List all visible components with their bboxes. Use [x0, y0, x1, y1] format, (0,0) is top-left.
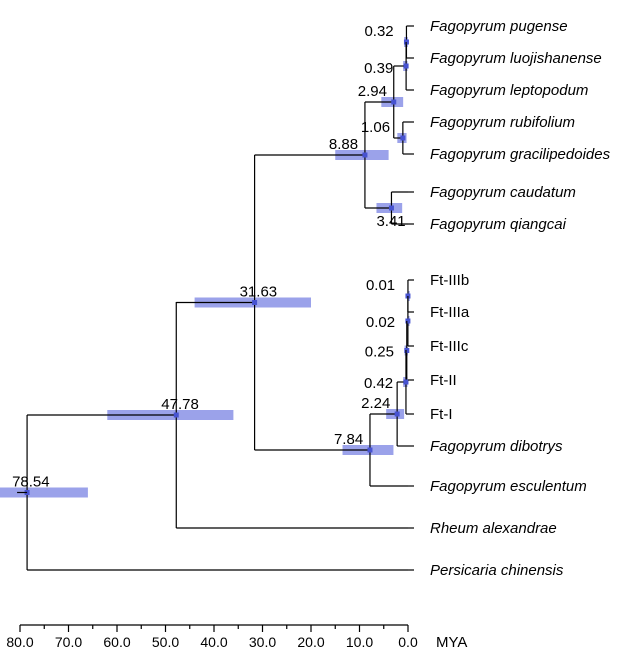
- axis-title: MYA: [436, 634, 467, 651]
- node-age-label: 0.01: [366, 277, 395, 294]
- axis-tick-label: 50.0: [152, 634, 179, 650]
- node-marker: [252, 300, 257, 305]
- axis-tick-label: 40.0: [200, 634, 227, 650]
- node-age-label: 0.32: [364, 23, 393, 40]
- node-age-label: 47.78: [161, 396, 199, 413]
- taxon-label: Fagopyrum esculentum: [430, 478, 587, 495]
- axis-tick-label: 10.0: [346, 634, 373, 650]
- taxon-label: Fagopyrum gracilipedoides: [430, 146, 611, 163]
- taxon-label: Ft-IIIa: [430, 304, 470, 321]
- taxon-label: Fagopyrum luojishanense: [430, 50, 602, 67]
- node-marker: [362, 153, 367, 158]
- node-age-label: 78.54: [12, 474, 50, 491]
- node-marker: [404, 64, 409, 69]
- node-marker: [395, 412, 400, 417]
- node-age-label: 8.88: [329, 136, 358, 153]
- node-age-label: 3.41: [376, 213, 405, 230]
- node-age-label: 0.42: [364, 375, 393, 392]
- node-marker: [391, 100, 396, 105]
- taxon-label: Fagopyrum pugense: [430, 18, 568, 35]
- axis-tick-label: 80.0: [6, 634, 33, 650]
- node-age-label: 31.63: [240, 284, 278, 301]
- taxon-label: Ft-I: [430, 406, 453, 423]
- taxon-label: Fagopyrum leptopodum: [430, 82, 588, 99]
- phylogenetic-tree-figure: 0.320.391.062.943.418.880.010.020.250.42…: [0, 0, 640, 661]
- axis-tick-label: 30.0: [249, 634, 276, 650]
- taxon-label: Ft-IIIc: [430, 338, 469, 355]
- taxon-label: Fagopyrum rubifolium: [430, 114, 575, 131]
- axis-tick-label: 70.0: [55, 634, 82, 650]
- node-age-label: 0.39: [364, 60, 393, 77]
- axis-tick-label: 20.0: [297, 634, 324, 650]
- taxon-label: Fagopyrum qiangcai: [430, 216, 567, 233]
- node-marker: [367, 448, 372, 453]
- taxon-label: Persicaria chinensis: [430, 562, 564, 579]
- node-age-label: 0.25: [365, 344, 394, 361]
- node-age-label: 7.84: [334, 431, 363, 448]
- taxon-label: Fagopyrum dibotrys: [430, 438, 563, 455]
- axis-tick-label: 0.0: [398, 634, 418, 650]
- taxon-label: Ft-II: [430, 372, 457, 389]
- node-marker: [403, 380, 408, 385]
- node-marker: [389, 206, 394, 211]
- node-marker: [404, 348, 409, 353]
- taxon-label: Fagopyrum caudatum: [430, 184, 576, 201]
- taxon-label: Ft-IIIb: [430, 272, 469, 289]
- axis-tick-label: 60.0: [103, 634, 130, 650]
- node-marker: [400, 136, 405, 141]
- node-age-label: 2.94: [358, 83, 387, 100]
- node-marker: [174, 413, 179, 418]
- node-age-label: 0.02: [366, 314, 395, 331]
- node-marker: [405, 319, 410, 324]
- taxon-label: Rheum alexandrae: [430, 520, 557, 537]
- node-age-label: 2.24: [361, 395, 390, 412]
